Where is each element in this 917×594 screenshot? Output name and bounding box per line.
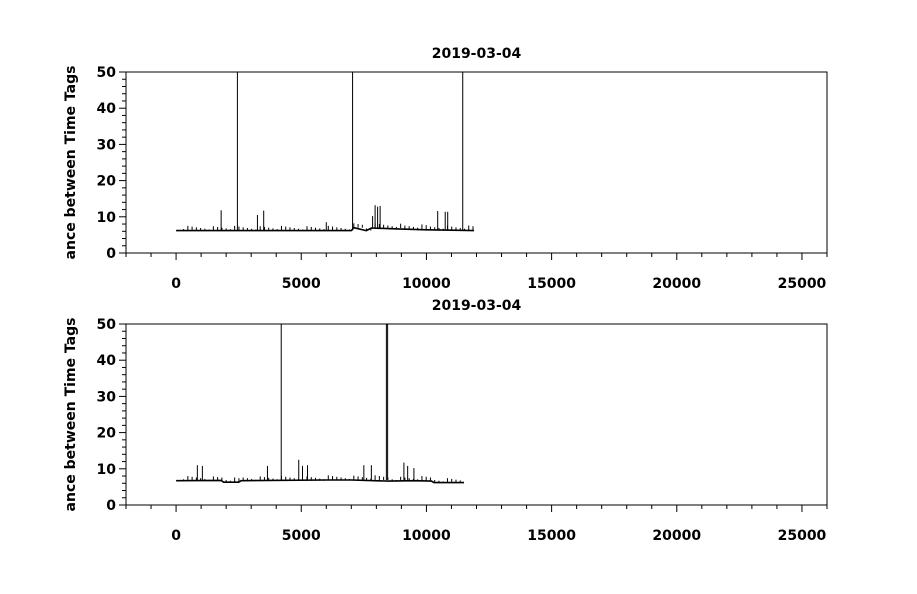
y-tick-label: 0 [106, 246, 116, 262]
plot-frame [125, 323, 828, 506]
x-tick-label: 5000 [282, 528, 321, 544]
y-tick-label: 40 [97, 101, 117, 117]
x-tick-label: 25000 [778, 276, 827, 292]
x-tick-label: 10000 [402, 276, 451, 292]
y-axis-label: ance between Time Tags [63, 318, 79, 512]
x-tick-label: 15000 [527, 528, 576, 544]
y-tick-label: 10 [97, 210, 117, 226]
x-tick-label: 10000 [402, 528, 451, 544]
chart-title: 2019-03-04 [432, 298, 522, 314]
chart-1: 2019-03-04 ance between Time Tags 0 10 20 30 4… [63, 46, 828, 292]
y-tick-label: 30 [97, 137, 117, 153]
y-tick-label: 30 [97, 389, 117, 405]
y-tick-label: 20 [97, 426, 117, 442]
x-tick-label: 5000 [282, 276, 321, 292]
y-tick-label: 50 [97, 317, 117, 333]
x-tick-label: 25000 [778, 528, 827, 544]
y-tick-label: 20 [97, 174, 117, 190]
y-tick-label: 50 [97, 65, 117, 81]
y-tick-label: 10 [97, 462, 117, 478]
series-line [176, 479, 464, 484]
x-tick-label: 20000 [652, 276, 701, 292]
x-tick-label: 0 [171, 276, 181, 292]
plot-frame [125, 71, 828, 254]
x-tick-label: 0 [171, 528, 181, 544]
chart-2: 2019-03-04 ance between Time Tags 0 10 20 30 4… [63, 298, 828, 544]
y-tick-label: 0 [106, 498, 116, 514]
x-tick-label: 15000 [527, 276, 576, 292]
x-tick-label: 20000 [652, 528, 701, 544]
chart-title: 2019-03-04 [432, 46, 522, 62]
y-tick-label: 40 [97, 353, 117, 369]
y-axis-label: ance between Time Tags [63, 66, 79, 260]
